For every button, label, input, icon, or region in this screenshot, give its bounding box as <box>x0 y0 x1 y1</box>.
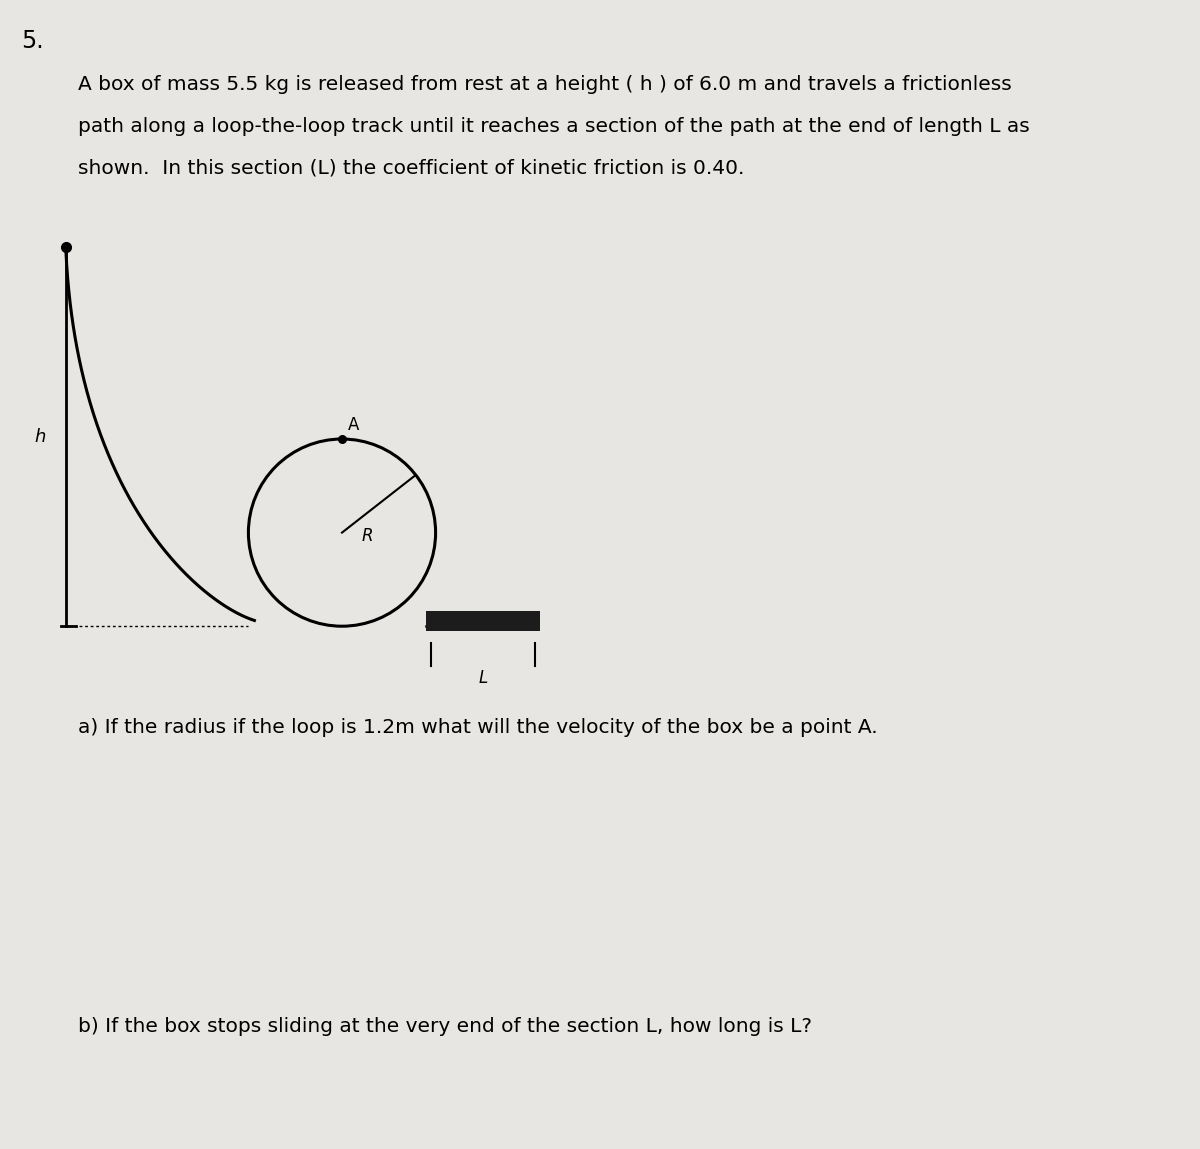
Text: L: L <box>479 669 487 687</box>
Text: A box of mass 5.5 kg is released from rest at a height ( h ) of 6.0 m and travel: A box of mass 5.5 kg is released from re… <box>78 75 1012 94</box>
Text: h: h <box>34 427 46 446</box>
Bar <box>426 611 540 632</box>
Text: path along a loop-the-loop track until it reaches a section of the path at the e: path along a loop-the-loop track until i… <box>78 117 1030 137</box>
Text: a) If the radius if the loop is 1.2m what will the velocity of the box be a poin: a) If the radius if the loop is 1.2m wha… <box>78 718 877 738</box>
Text: R: R <box>361 527 373 545</box>
Text: shown.  In this section (L) the coefficient of kinetic friction is 0.40.: shown. In this section (L) the coefficie… <box>78 159 744 178</box>
Text: 5.: 5. <box>22 29 44 53</box>
Text: b) If the box stops sliding at the very end of the section L, how long is L?: b) If the box stops sliding at the very … <box>78 1017 812 1036</box>
Text: A: A <box>348 416 359 434</box>
